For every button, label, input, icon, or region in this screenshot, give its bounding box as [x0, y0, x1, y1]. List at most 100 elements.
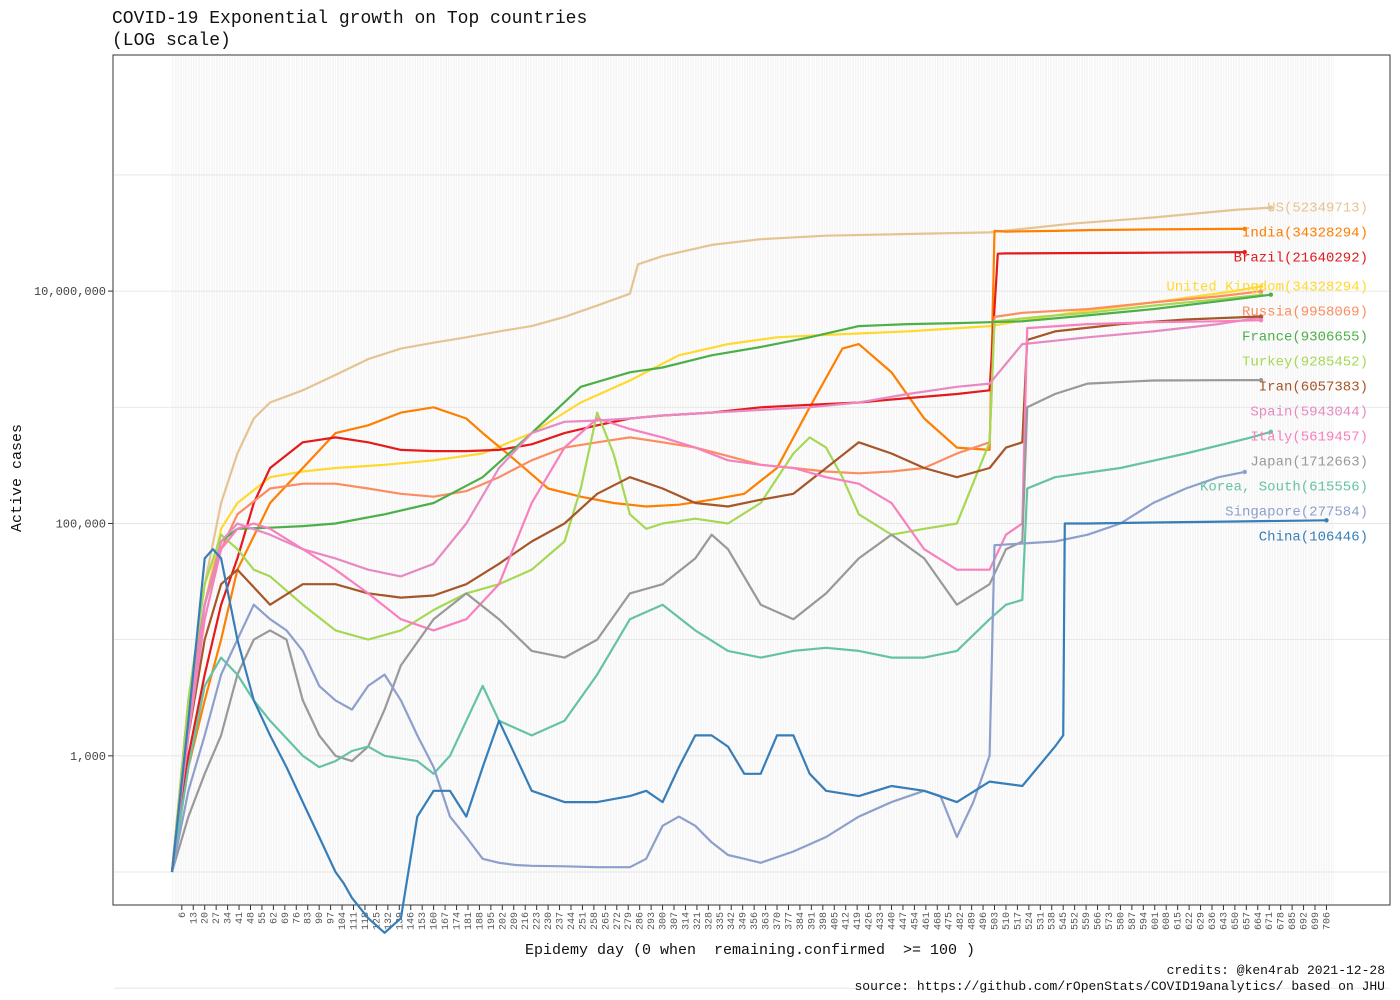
x-tick-label: 139: [395, 912, 406, 930]
x-tick-label: 440: [887, 912, 898, 930]
x-tick-label: 258: [590, 912, 601, 930]
x-tick-label: 559: [1082, 912, 1093, 930]
x-tick-label: 615: [1174, 912, 1185, 930]
x-tick-label: 335: [716, 912, 727, 930]
x-tick-label: 531: [1036, 912, 1047, 930]
series-label-spain: Spain(5943044): [1250, 404, 1368, 420]
x-tick-label: 55: [258, 912, 269, 924]
x-tick-label: 650: [1231, 912, 1242, 930]
x-tick-label: 496: [979, 912, 990, 930]
series-line-brazil: [170, 251, 1245, 873]
x-tick-label: 125: [372, 912, 383, 930]
series-line-iran: [170, 315, 1262, 873]
x-tick-label: 6: [178, 912, 189, 918]
x-tick-label: 188: [475, 912, 486, 930]
series-line-korea-south: [170, 430, 1272, 873]
series-label-united-kingdom: United Kingdom(34328294): [1166, 279, 1368, 295]
series-label-india: India(34328294): [1242, 226, 1368, 242]
x-tick-label: 349: [739, 912, 750, 930]
x-tick-label: 118: [361, 912, 372, 930]
x-tick-label: 412: [842, 912, 853, 930]
x-tick-label: 230: [544, 912, 555, 930]
x-tick-label: 636: [1208, 912, 1219, 930]
x-tick-label: 475: [945, 912, 956, 930]
x-tick-label: 405: [830, 912, 841, 930]
x-tick-label: 132: [384, 912, 395, 930]
x-tick-label: 391: [807, 912, 818, 930]
source-caption: source: https://github.com/rOpenStats/CO…: [855, 979, 1386, 994]
x-tick-label: 545: [1059, 912, 1070, 930]
series-line-us: [170, 206, 1271, 873]
series-end-point-japan: [1258, 377, 1264, 383]
x-tick-label: 538: [1048, 912, 1059, 930]
series-line-india: [170, 227, 1245, 873]
series-line-singapore: [170, 470, 1245, 873]
x-tick-label: 552: [1071, 912, 1082, 930]
x-tick-label: 643: [1219, 912, 1230, 930]
x-tick-label: 13: [189, 912, 200, 924]
series-end-point-brazil: [1242, 249, 1247, 255]
series-end-point-italy: [1258, 317, 1264, 323]
x-tick-label: 608: [1162, 912, 1173, 930]
x-tick-label: 489: [968, 912, 979, 930]
x-tick-label: 293: [647, 912, 658, 930]
series-label-turkey: Turkey(9285452): [1242, 354, 1368, 370]
end-labels: US(52349713) United Kingdom(34328294) Indi…: [1166, 201, 1368, 546]
series-line-japan: [170, 379, 1262, 873]
series-line-italy: [170, 319, 1262, 873]
x-tick-label: 111: [350, 912, 361, 930]
series-line-turkey: [170, 293, 1262, 873]
series-label-france: France(9306655): [1242, 329, 1368, 345]
chart-title: COVID-19 Exponential growth on Top count…: [112, 9, 587, 29]
x-tick-label: 699: [1311, 912, 1322, 930]
x-tick-label: 76: [292, 912, 303, 924]
y-tick-label: 100,000: [56, 517, 106, 531]
x-tick-label: 286: [636, 912, 647, 930]
x-tick-label: 265: [601, 912, 612, 930]
series-label-russia: Russia(9958069): [1242, 304, 1368, 320]
x-tick-label: 153: [418, 912, 429, 930]
x-tick-label: 622: [1185, 912, 1196, 930]
x-tick-label: 573: [1105, 912, 1116, 930]
x-tick-label: 377: [784, 912, 795, 930]
series-lines: [170, 205, 1329, 934]
x-tick-label: 370: [773, 912, 784, 930]
y-axis-title: Active cases: [9, 424, 26, 532]
x-tick-label: 587: [1128, 912, 1139, 930]
x-tick-label: 167: [441, 912, 452, 930]
x-tick-label: 482: [956, 912, 967, 930]
y-tick-label: 10,000,000: [34, 285, 106, 299]
x-tick-label: 34: [224, 912, 235, 924]
x-tick-label: 524: [1025, 912, 1036, 930]
x-tick-label: 146: [407, 912, 418, 930]
x-tick-label: 342: [727, 912, 738, 930]
x-tick-label: 454: [910, 912, 921, 930]
series-label-korea-south: Korea, South(615556): [1200, 479, 1368, 495]
chart-subtitle: (LOG scale): [112, 31, 231, 51]
x-tick-label: 706: [1322, 912, 1333, 930]
x-tick-label: 160: [430, 912, 441, 930]
x-tick-label: 307: [670, 912, 681, 930]
x-tick-label: 398: [819, 912, 830, 930]
x-tick-label: 237: [556, 912, 567, 930]
series-end-point-china: [1324, 518, 1329, 523]
x-tick-label: 384: [796, 912, 807, 930]
series-end-point-france: [1268, 292, 1274, 297]
series-end-point-singapore: [1242, 469, 1247, 475]
series-line-spain: [170, 316, 1262, 873]
x-tick-label: 174: [453, 912, 464, 930]
x-tick-label: 517: [1013, 912, 1024, 930]
x-tick-label: 83: [304, 912, 315, 924]
x-tick-label: 97: [327, 912, 338, 924]
x-tick-label: 566: [1094, 912, 1105, 930]
series-label-iran: Iran(6057383): [1259, 379, 1368, 395]
x-tick-label: 314: [681, 912, 692, 930]
x-tick-label: 62: [269, 912, 280, 924]
x-tick-label: 195: [487, 912, 498, 930]
x-tick-label: 321: [693, 912, 704, 930]
x-tick-label: 223: [533, 912, 544, 930]
x-tick-label: 580: [1116, 912, 1127, 930]
x-tick-label: 202: [498, 912, 509, 930]
x-tick-label: 629: [1197, 912, 1208, 930]
y-axis-ticks: 1,000 100,000 10,000,000: [34, 285, 113, 764]
